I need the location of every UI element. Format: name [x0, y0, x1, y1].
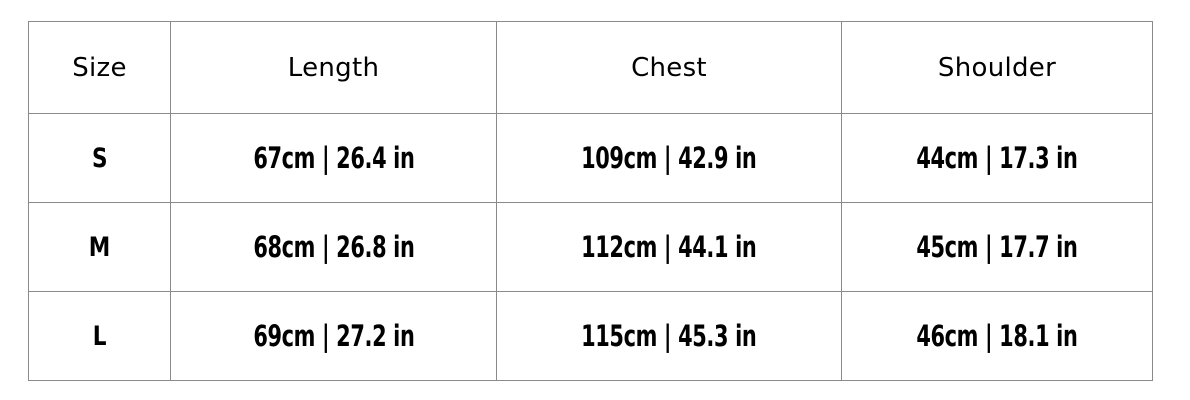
column-header-length: Length	[170, 21, 497, 114]
size-value: S	[91, 142, 108, 174]
chest-value: 109cm | 42.9 in	[581, 140, 757, 175]
cell-size: L	[28, 291, 171, 381]
size-value: M	[88, 231, 111, 263]
table-row: S 67cm | 26.4 in 109cm | 42.9 in 44cm | …	[28, 113, 1153, 203]
column-header-chest: Chest	[496, 21, 842, 114]
cell-size: S	[28, 113, 171, 203]
length-value: 67cm | 26.4 in	[252, 140, 415, 175]
length-value: 68cm | 26.8 in	[252, 229, 415, 264]
cell-chest: 112cm | 44.1 in	[496, 202, 842, 292]
header-row: Size Length Chest Shoulder	[28, 21, 1153, 114]
cell-shoulder: 45cm | 17.7 in	[841, 202, 1153, 292]
shoulder-value: 46cm | 18.1 in	[916, 318, 1078, 353]
table-row: L 69cm | 27.2 in 115cm | 45.3 in 46cm | …	[28, 291, 1153, 381]
cell-length: 67cm | 26.4 in	[170, 113, 497, 203]
shoulder-value: 45cm | 17.7 in	[916, 229, 1078, 264]
cell-size: M	[28, 202, 171, 292]
chest-value: 115cm | 45.3 in	[581, 318, 757, 353]
cell-length: 69cm | 27.2 in	[170, 291, 497, 381]
column-header-shoulder: Shoulder	[841, 21, 1153, 114]
chest-value: 112cm | 44.1 in	[581, 229, 757, 264]
table-header: Size Length Chest Shoulder	[28, 21, 1153, 114]
size-value: L	[92, 320, 107, 352]
table-body: S 67cm | 26.4 in 109cm | 42.9 in 44cm | …	[28, 113, 1153, 381]
size-chart-container: Size Length Chest Shoulder S 67cm | 26.4…	[28, 21, 1153, 381]
cell-chest: 115cm | 45.3 in	[496, 291, 842, 381]
table-row: M 68cm | 26.8 in 112cm | 44.1 in 45cm | …	[28, 202, 1153, 292]
cell-shoulder: 46cm | 18.1 in	[841, 291, 1153, 381]
size-chart-table: Size Length Chest Shoulder S 67cm | 26.4…	[28, 21, 1153, 381]
cell-chest: 109cm | 42.9 in	[496, 113, 842, 203]
length-value: 69cm | 27.2 in	[252, 318, 415, 353]
cell-shoulder: 44cm | 17.3 in	[841, 113, 1153, 203]
cell-length: 68cm | 26.8 in	[170, 202, 497, 292]
shoulder-value: 44cm | 17.3 in	[916, 140, 1078, 175]
column-header-size: Size	[28, 21, 171, 114]
